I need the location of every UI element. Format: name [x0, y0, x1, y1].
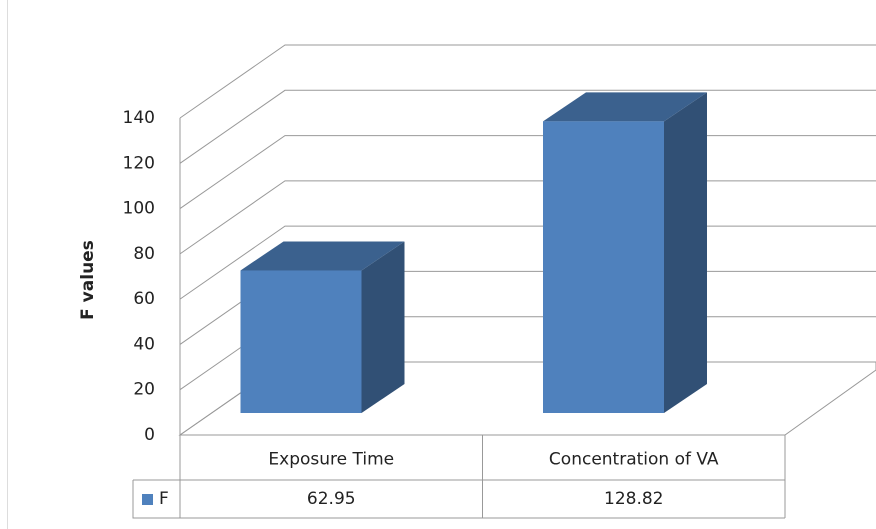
grid-line [179, 89, 876, 164]
y-tick-label: 80 [133, 244, 155, 264]
y-tick-label: 0 [144, 425, 155, 445]
bar-side [361, 241, 405, 413]
x-tick-label: Exposure Time [268, 450, 394, 470]
bar [240, 270, 362, 413]
table-value: 128.82 [604, 489, 663, 509]
y-axis-title: F values [78, 240, 98, 320]
y-tick-label: 140 [123, 108, 155, 128]
data-table-grid [132, 435, 786, 519]
y-tick-label: 100 [123, 199, 155, 219]
bar-top [543, 92, 707, 122]
bar-side [664, 92, 707, 414]
bar [543, 121, 664, 414]
y-tick-label: 120 [123, 153, 155, 173]
grid-line [179, 44, 876, 119]
legend-label: F [159, 489, 169, 509]
y-tick-label: 40 [133, 334, 155, 354]
table-value: 62.95 [307, 489, 356, 509]
y-tick-label: 20 [133, 380, 155, 400]
bar-top [240, 241, 405, 271]
x-tick-label: Concentration of VA [549, 450, 719, 470]
legend-swatch [142, 494, 153, 505]
y-tick-label: 60 [133, 289, 155, 309]
grid-line [179, 135, 876, 209]
